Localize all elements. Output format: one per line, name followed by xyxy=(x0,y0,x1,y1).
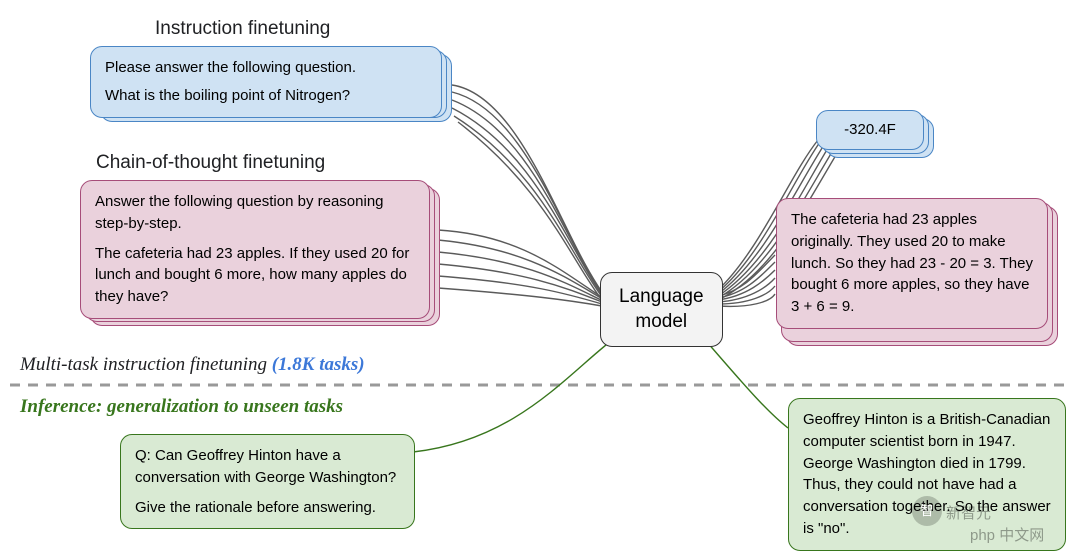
wire-model-to-answer-inference xyxy=(700,334,788,428)
answer-chain-text: The cafeteria had 23 apples originally. … xyxy=(791,211,1033,315)
wire-chain-to-model xyxy=(438,230,602,306)
watermark-brand: 新智元 xyxy=(946,502,991,523)
inference-q-line2: Give the rationale before answering. xyxy=(135,497,400,519)
watermark-site: php 中文网 xyxy=(970,524,1044,545)
multitask-prefix: Multi-task instruction finetuning xyxy=(20,354,272,375)
instruction-line1: Please answer the following question. xyxy=(105,57,427,79)
answer-chain-stack: The cafeteria had 23 apples originally. … xyxy=(776,198,1058,329)
chain-line2: The cafeteria had 23 apples. If they use… xyxy=(95,243,415,308)
answer-small-text: -320.4F xyxy=(844,119,896,141)
language-model-box: Language model xyxy=(600,272,723,347)
heading-instruction: Instruction finetuning xyxy=(155,18,330,40)
chain-line1: Answer the following question by reasoni… xyxy=(95,191,415,235)
wire-model-to-answer-chain xyxy=(718,255,775,306)
inference-question-card: Q: Can Geoffrey Hinton have a conversati… xyxy=(120,434,415,529)
inference-label: Inference: generalization to unseen task… xyxy=(20,396,343,418)
wire-instruction-to-model xyxy=(452,85,603,300)
answer-small-stack: -320.4F xyxy=(816,110,934,160)
instruction-card-stack: Please answer the following question. Wh… xyxy=(90,46,452,122)
chain-card-stack: Answer the following question by reasoni… xyxy=(80,180,440,319)
watermark-logo-icon: 智 xyxy=(912,496,942,526)
heading-chain: Chain-of-thought finetuning xyxy=(96,152,325,174)
multitask-label: Multi-task instruction finetuning (1.8K … xyxy=(20,354,365,376)
wire-inference-to-model xyxy=(413,334,620,452)
instruction-line2: What is the boiling point of Nitrogen? xyxy=(105,85,427,107)
model-label-2: model xyxy=(619,310,704,335)
multitask-count: (1.8K tasks) xyxy=(272,354,365,375)
inference-q-line1: Q: Can Geoffrey Hinton have a conversati… xyxy=(135,445,400,489)
model-label-1: Language xyxy=(619,285,704,310)
